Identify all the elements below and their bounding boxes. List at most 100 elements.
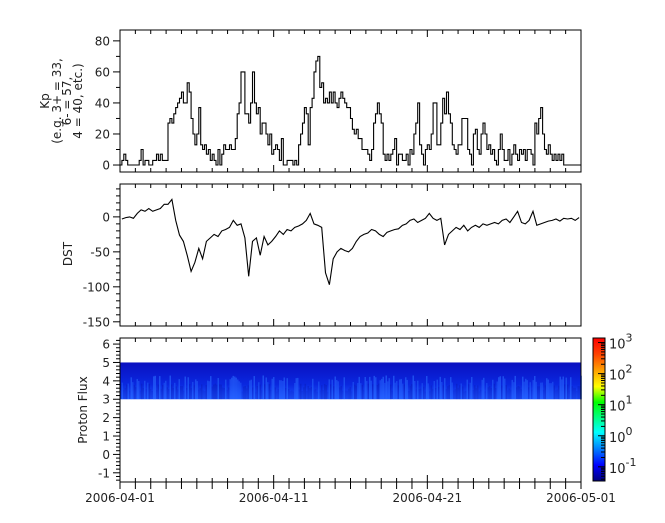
- flux-cell: [531, 389, 533, 400]
- flux-cell: [282, 380, 284, 400]
- flux-cell: [186, 387, 188, 400]
- flux-cell: [438, 386, 440, 400]
- flux-cell: [487, 387, 489, 400]
- flux-cell: [163, 382, 165, 400]
- flux-cell: [120, 383, 122, 400]
- flux-cell: [397, 385, 399, 400]
- flux-cell: [577, 386, 579, 400]
- flux-cell: [136, 378, 138, 400]
- flux-cell: [522, 376, 524, 400]
- plot-frame: [119, 183, 582, 327]
- flux-cell: [289, 391, 291, 400]
- flux-cell: [555, 390, 557, 400]
- flux-cell: [276, 391, 278, 400]
- flux-cell: [385, 375, 387, 400]
- flux-cell: [231, 377, 233, 400]
- flux-cell: [211, 386, 213, 400]
- flux-cell: [576, 391, 578, 400]
- flux-cell: [319, 390, 321, 400]
- kp-axis-label: (e.g. 3+ = 33,: [50, 58, 64, 144]
- flux-cell: [429, 391, 431, 400]
- flux-cell: [196, 381, 198, 400]
- proton-flux-axis-label: Proton Flux: [76, 376, 90, 443]
- flux-cell: [388, 378, 390, 400]
- flux-cell: [562, 376, 564, 400]
- flux-cell: [156, 389, 158, 400]
- y-tick-label: 5: [102, 356, 110, 370]
- flux-cell: [222, 387, 224, 400]
- colorbar-tick-exponent: 2: [626, 363, 633, 376]
- flux-cell: [147, 382, 149, 400]
- flux-cell: [474, 385, 476, 400]
- flux-cell: [279, 380, 281, 400]
- flux-cell: [420, 388, 422, 400]
- flux-cell: [192, 381, 194, 400]
- flux-cell: [333, 386, 335, 400]
- colorbar-tick-label: 101: [609, 394, 633, 415]
- flux-cell: [219, 384, 221, 400]
- flux-cell: [451, 382, 453, 400]
- colorbar-tick-base: 10: [609, 400, 626, 415]
- flux-cell: [201, 384, 203, 400]
- flux-cell: [372, 384, 374, 400]
- flux-cell: [274, 387, 276, 400]
- flux-cell: [523, 381, 525, 400]
- flux-cell: [571, 386, 573, 400]
- flux-cell: [133, 385, 135, 400]
- flux-cell: [486, 382, 488, 400]
- flux-cell: [471, 376, 473, 400]
- flux-cell: [358, 376, 360, 400]
- flux-cell: [223, 387, 225, 400]
- flux-cell: [198, 389, 200, 400]
- y-tick-label: 3: [102, 393, 110, 407]
- flux-cell: [315, 389, 317, 400]
- flux-cell: [483, 377, 485, 400]
- flux-cell: [121, 382, 123, 400]
- y-tick-label: 1: [102, 430, 110, 444]
- flux-cell: [244, 385, 246, 400]
- kp-axis-label: 4 = 40, etc.): [71, 63, 85, 138]
- flux-cell: [447, 386, 449, 400]
- flux-cell: [150, 388, 152, 400]
- flux-cell: [268, 384, 270, 400]
- flux-cell: [316, 391, 318, 400]
- flux-cell: [468, 384, 470, 400]
- kp-panel: 0 20 40 60 80 Kp(e.g. 3+ = 33,6- = 57,4 = 40,…: [38, 29, 582, 173]
- y-tick-label: -1: [98, 466, 110, 480]
- flux-cell: [367, 383, 369, 400]
- colorbar-tick-base: 10: [609, 462, 626, 477]
- flux-cell: [559, 376, 561, 400]
- flux-cell: [348, 388, 350, 400]
- flux-cell: [261, 390, 263, 400]
- x-tick-label: 2006-05-01: [546, 491, 616, 505]
- flux-cell: [480, 389, 482, 400]
- flux-cell: [232, 375, 234, 400]
- flux-cell: [310, 386, 312, 400]
- flux-cell: [195, 379, 197, 400]
- flux-cell: [448, 384, 450, 400]
- flux-cell: [187, 377, 189, 400]
- flux-cell: [463, 391, 465, 400]
- flux-cell: [432, 388, 434, 400]
- flux-cell: [498, 377, 500, 400]
- kp-axis-label: 6- = 57,: [60, 77, 74, 126]
- flux-cell: [505, 385, 507, 400]
- flux-cell: [369, 376, 371, 400]
- flux-cell: [321, 385, 323, 400]
- flux-cell: [166, 387, 168, 400]
- flux-cell: [537, 386, 539, 400]
- y-tick-label: -150: [83, 315, 110, 329]
- flux-cell: [253, 376, 255, 400]
- flux-cell: [285, 388, 287, 400]
- flux-cell: [258, 382, 260, 400]
- flux-cell: [207, 380, 209, 400]
- y-tick-label: 60: [95, 65, 110, 79]
- flux-cell: [538, 386, 540, 400]
- flux-cell: [249, 380, 251, 400]
- y-tick-label: -100: [83, 280, 110, 294]
- flux-cell: [235, 377, 237, 400]
- flux-cell: [205, 385, 207, 400]
- flux-cell: [535, 381, 537, 400]
- flux-cell: [243, 386, 245, 400]
- flux-cell: [363, 389, 365, 400]
